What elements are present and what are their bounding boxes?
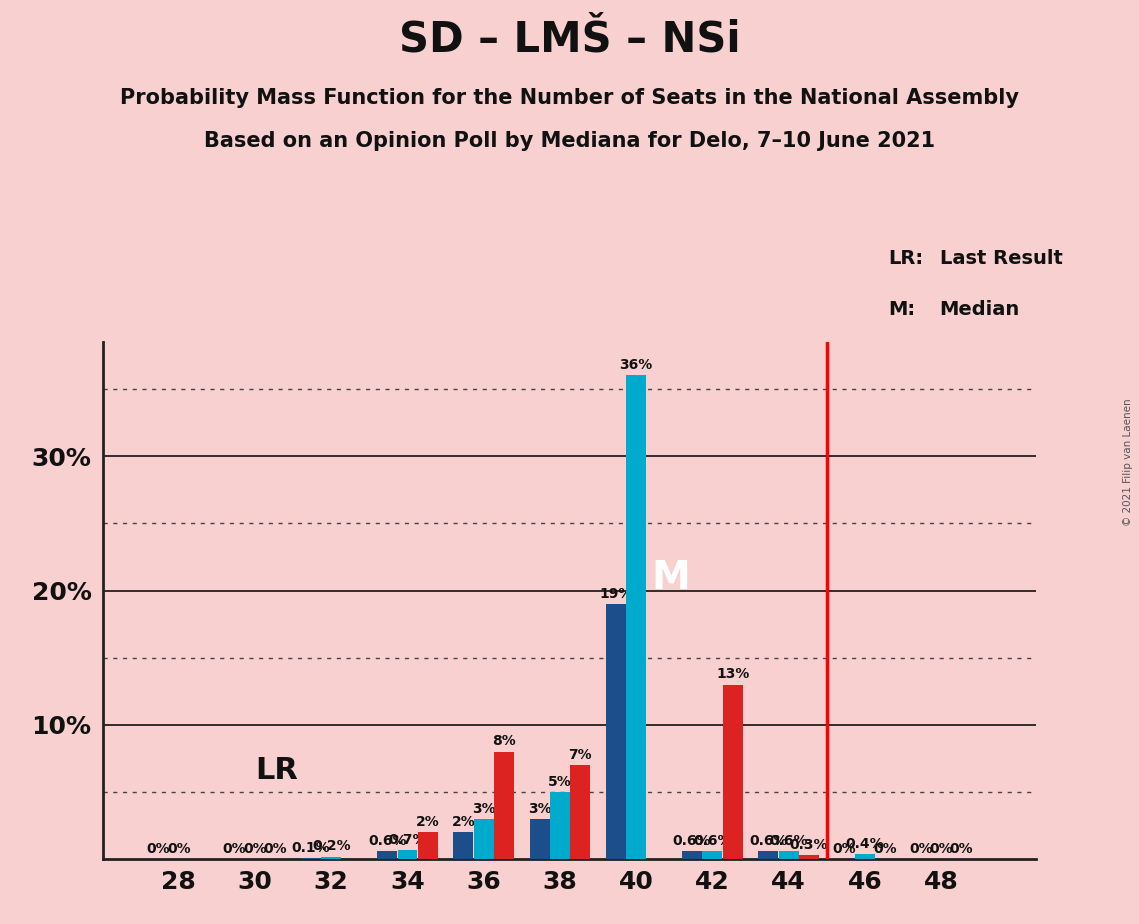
Bar xyxy=(571,765,590,859)
Text: LR:: LR: xyxy=(888,249,924,269)
Text: 0%: 0% xyxy=(874,842,898,856)
Bar xyxy=(377,851,398,859)
Bar xyxy=(494,752,514,859)
Text: 0.6%: 0.6% xyxy=(673,833,712,848)
Bar xyxy=(759,851,778,859)
Text: 0%: 0% xyxy=(147,842,170,856)
Text: 0%: 0% xyxy=(929,842,953,856)
Text: LR: LR xyxy=(255,757,298,785)
Bar xyxy=(301,858,321,859)
Text: 0%: 0% xyxy=(223,842,246,856)
Text: 0.2%: 0.2% xyxy=(312,839,351,853)
Text: M: M xyxy=(652,559,690,597)
Text: 36%: 36% xyxy=(620,359,653,372)
Text: 0%: 0% xyxy=(950,842,974,856)
Text: 0.6%: 0.6% xyxy=(694,833,731,848)
Text: 0.3%: 0.3% xyxy=(789,838,828,852)
Bar xyxy=(453,833,474,859)
Text: Median: Median xyxy=(940,300,1019,320)
Text: © 2021 Filip van Laenen: © 2021 Filip van Laenen xyxy=(1123,398,1133,526)
Bar xyxy=(321,857,342,859)
Bar xyxy=(606,604,625,859)
Text: 2%: 2% xyxy=(451,815,475,829)
Text: Based on an Opinion Poll by Mediana for Delo, 7–10 June 2021: Based on an Opinion Poll by Mediana for … xyxy=(204,131,935,152)
Bar xyxy=(703,851,722,859)
Text: 0.6%: 0.6% xyxy=(749,833,787,848)
Bar xyxy=(779,851,798,859)
Text: 0%: 0% xyxy=(244,842,267,856)
Text: 2%: 2% xyxy=(416,815,440,829)
Bar xyxy=(550,792,570,859)
Text: 0%: 0% xyxy=(833,842,857,856)
Bar xyxy=(626,375,646,859)
Text: 0.4%: 0.4% xyxy=(845,836,884,851)
Text: SD – LMŠ – NSi: SD – LMŠ – NSi xyxy=(399,18,740,60)
Text: 0.7%: 0.7% xyxy=(388,833,427,846)
Text: 0%: 0% xyxy=(263,842,287,856)
Text: 3%: 3% xyxy=(472,802,495,816)
Text: 8%: 8% xyxy=(492,735,516,748)
Text: 0%: 0% xyxy=(909,842,933,856)
Text: 0.1%: 0.1% xyxy=(292,841,330,855)
Text: 19%: 19% xyxy=(599,587,632,601)
Bar xyxy=(474,819,493,859)
Bar xyxy=(800,856,819,859)
Bar xyxy=(398,850,418,859)
Text: 0%: 0% xyxy=(167,842,190,856)
Bar xyxy=(418,833,437,859)
Bar xyxy=(530,819,550,859)
Text: 0.6%: 0.6% xyxy=(368,833,407,848)
Text: 0.6%: 0.6% xyxy=(770,833,808,848)
Bar xyxy=(855,854,875,859)
Text: Last Result: Last Result xyxy=(940,249,1063,269)
Bar xyxy=(682,851,702,859)
Text: M:: M: xyxy=(888,300,916,320)
Text: 3%: 3% xyxy=(527,802,551,816)
Text: 7%: 7% xyxy=(568,748,592,762)
Text: Probability Mass Function for the Number of Seats in the National Assembly: Probability Mass Function for the Number… xyxy=(120,88,1019,108)
Text: 5%: 5% xyxy=(548,774,572,789)
Text: 13%: 13% xyxy=(716,667,749,681)
Bar xyxy=(723,685,743,859)
